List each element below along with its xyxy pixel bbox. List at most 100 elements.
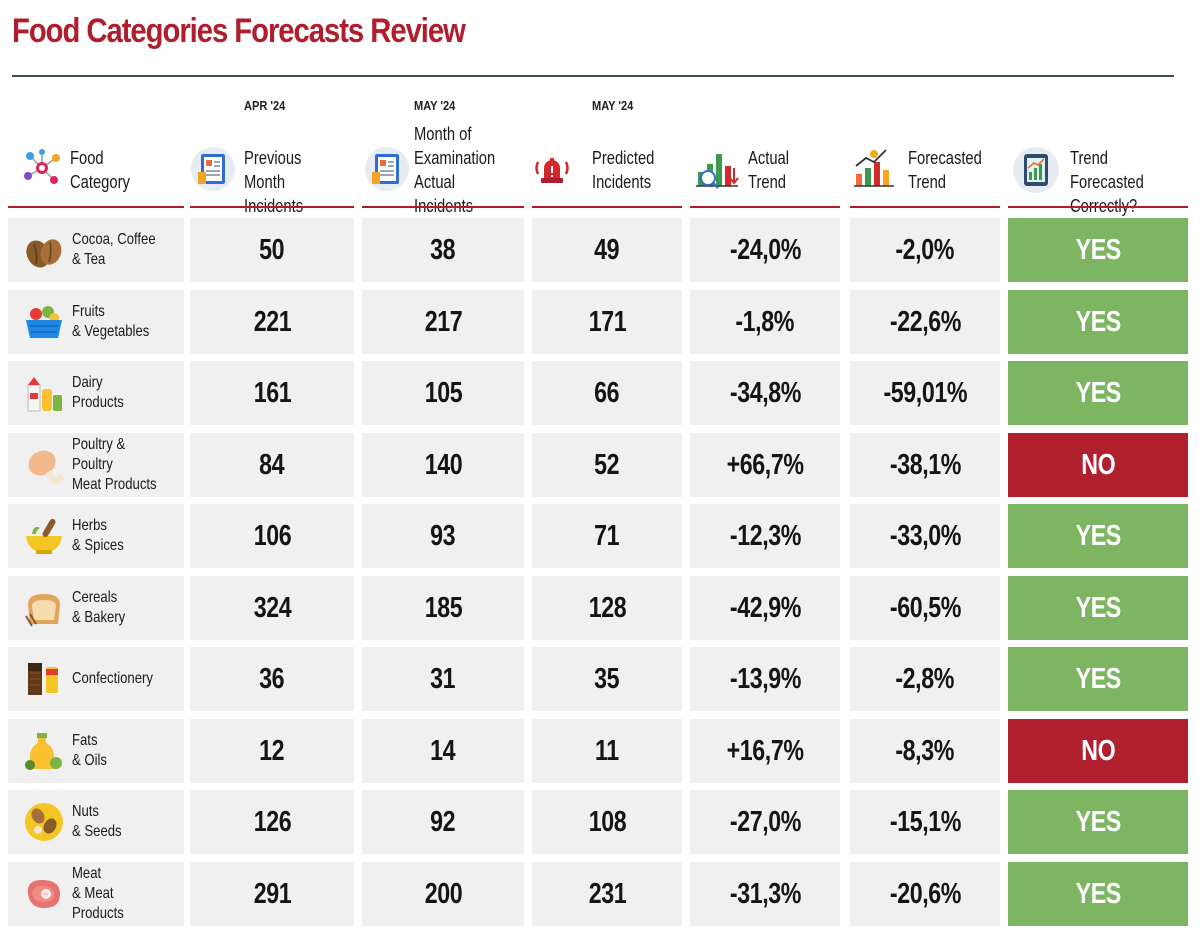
forecast-trend-value: -33,0%	[889, 519, 961, 552]
header-underline	[190, 206, 354, 208]
category-name: Confectionery	[72, 670, 153, 687]
actual-value: 185	[424, 591, 462, 624]
actual-value: 200	[424, 877, 462, 910]
category-name: Cocoa, Coffee & Tea	[72, 231, 156, 268]
predicted-value: 49	[594, 233, 620, 266]
actual-value: 38	[430, 233, 456, 266]
predicted-cell: 66	[532, 361, 682, 425]
actual-cell: 105	[362, 361, 524, 425]
actual-trend-cell: -31,3%	[690, 862, 840, 926]
title-divider	[12, 75, 1174, 77]
trend-chart-icon	[854, 149, 894, 187]
verdict-badge: YES	[1008, 576, 1188, 640]
previous-cell: 50	[190, 218, 354, 282]
category-cell: Fats & Oils	[8, 719, 184, 783]
actual-trend-cell: -24,0%	[690, 218, 840, 282]
forecast-trend-value: -60,5%	[889, 591, 961, 624]
previous-cell: 221	[190, 290, 354, 354]
header-actual-label: Month of Examination Actual Incidents	[414, 124, 496, 216]
actual-trend-cell: -27,0%	[690, 790, 840, 854]
previous-value: 12	[259, 734, 285, 767]
category-cell: Fruits & Vegetables	[8, 290, 184, 354]
cocoa-beans-icon	[26, 239, 62, 268]
header-underline	[1008, 206, 1188, 208]
previous-cell: 324	[190, 576, 354, 640]
header-underline	[8, 206, 184, 208]
predicted-cell: 171	[532, 290, 682, 354]
category-cell: Cocoa, Coffee & Tea	[8, 218, 184, 282]
page-title: Food Categories Forecasts Review	[12, 12, 466, 50]
header-previous-month: APR '24	[244, 98, 286, 113]
category-name: Meat & Meat Products	[72, 865, 124, 922]
header-category-label: Food Category	[70, 148, 130, 192]
verdict-badge: YES	[1008, 290, 1188, 354]
header-previous-label: Previous Month Incidents	[244, 148, 304, 216]
actual-cell: 38	[362, 218, 524, 282]
actual-trend-value: +66,7%	[726, 448, 804, 481]
correct-value: YES	[1075, 376, 1121, 409]
forecast-trend-cell: -22,6%	[850, 290, 1000, 354]
correct-value: YES	[1075, 591, 1121, 624]
actual-value: 140	[424, 448, 462, 481]
actual-trend-value: -24,0%	[729, 233, 801, 266]
predicted-value: 71	[594, 519, 620, 552]
header-actual-trend: Actual Trend	[690, 90, 840, 208]
predicted-cell: 35	[532, 647, 682, 711]
category-cell: Dairy Products	[8, 361, 184, 425]
previous-cell: 12	[190, 719, 354, 783]
actual-value: 31	[430, 662, 456, 695]
forecast-trend-cell: -8,3%	[850, 719, 1000, 783]
forecast-trend-value: -59,01%	[883, 376, 967, 409]
actual-trend-value: -34,8%	[729, 376, 801, 409]
actual-trend-value: -12,3%	[729, 519, 801, 552]
previous-cell: 106	[190, 504, 354, 568]
predicted-cell: 49	[532, 218, 682, 282]
actual-trend-cell: -1,8%	[690, 290, 840, 354]
predicted-cell: 71	[532, 504, 682, 568]
actual-cell: 200	[362, 862, 524, 926]
category-cell: Cereals & Bakery	[8, 576, 184, 640]
forecast-trend-value: -8,3%	[895, 734, 955, 767]
actual-value: 14	[430, 734, 456, 767]
category-name: Poultry & Poultry Meat Products	[72, 436, 157, 493]
category-cell: Poultry & Poultry Meat Products	[8, 433, 184, 497]
header-forecast-trend-label: Forecasted Trend	[908, 148, 982, 192]
actual-value: 105	[424, 376, 462, 409]
previous-value: 84	[259, 448, 285, 481]
actual-value: 92	[430, 805, 456, 838]
category-name: Fruits & Vegetables	[72, 303, 150, 340]
predicted-cell: 108	[532, 790, 682, 854]
forecast-trend-cell: -20,6%	[850, 862, 1000, 926]
previous-value: 291	[253, 877, 291, 910]
verdict-badge: YES	[1008, 790, 1188, 854]
correct-value: YES	[1075, 805, 1121, 838]
dairy-icon	[27, 377, 62, 412]
header-correct: Trend Forecasted Correctly?	[1008, 90, 1188, 216]
header-previous: APR '24 Previous Month Incidents	[190, 90, 354, 216]
actual-trend-cell: +66,7%	[690, 433, 840, 497]
predicted-value: 35	[594, 662, 620, 695]
forecast-trend-value: -2,0%	[895, 233, 955, 266]
previous-cell: 291	[190, 862, 354, 926]
header-underline	[362, 206, 524, 208]
verdict-badge: YES	[1008, 862, 1188, 926]
actual-cell: 140	[362, 433, 524, 497]
forecast-trend-cell: -2,8%	[850, 647, 1000, 711]
actual-trend-value: -27,0%	[729, 805, 801, 838]
correct-value: YES	[1075, 305, 1121, 338]
previous-cell: 36	[190, 647, 354, 711]
actual-cell: 93	[362, 504, 524, 568]
header-actual-trend-label: Actual Trend	[748, 148, 790, 192]
network-nodes-icon	[24, 149, 60, 184]
correct-value: YES	[1075, 233, 1121, 266]
actual-trend-value: +16,7%	[726, 734, 804, 767]
predicted-cell: 11	[532, 719, 682, 783]
bar-chart-icon	[696, 154, 739, 189]
previous-value: 324	[253, 591, 291, 624]
oil-bottle-icon	[25, 733, 62, 770]
header-predicted: MAY '24 Predicted Incidents	[532, 90, 682, 208]
category-name: Herbs & Spices	[72, 517, 124, 554]
header-underline	[532, 206, 682, 208]
mortar-icon	[26, 518, 62, 554]
verdict-badge: YES	[1008, 647, 1188, 711]
